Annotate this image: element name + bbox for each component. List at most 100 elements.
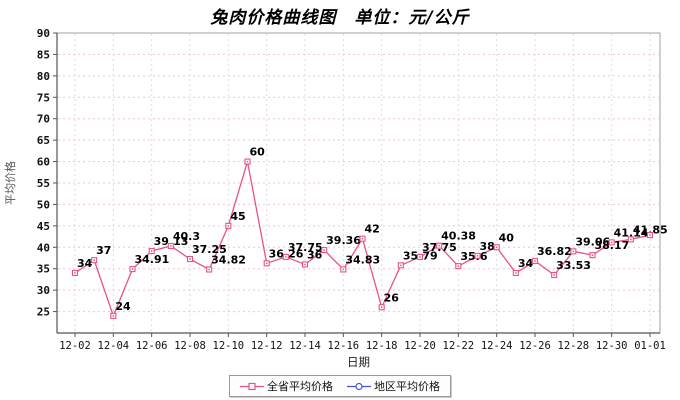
data-point-dot [323,249,325,251]
y-tick-label: 80 [37,70,50,83]
x-tick-label: 12-06 [136,340,168,352]
y-tick-label: 85 [37,48,50,61]
legend-label-region-avg: 地区平均价格 [374,380,440,393]
data-point-dot [131,268,134,270]
legend-label-province-avg: 全省平均价格 [267,380,333,393]
data-point-label: 40.3 [173,230,200,243]
legend-marker-square-icon [240,382,264,390]
data-point-dot [419,256,421,258]
x-tick-label: 12-04 [98,340,130,352]
x-tick-label: 12-22 [443,340,475,352]
data-point-dot [189,258,191,260]
x-tick-label: 12-12 [251,340,283,352]
data-point-dot [610,241,613,244]
data-point-label: 34 [518,257,534,270]
x-tick-label: 12-08 [174,340,206,352]
data-point-label: 41.85 [633,223,668,236]
data-point-dot [342,268,345,271]
chart-title: 兔肉价格曲线图 单位：元/公斤 [210,8,470,28]
data-point-label: 37.25 [192,243,227,256]
data-point-label: 24 [115,300,131,313]
data-point-label: 42 [365,223,380,236]
data-point-label: 45 [230,210,245,223]
legend-marker-circle-icon [347,382,371,390]
x-tick-label: 12-14 [289,340,321,352]
data-point-dot [495,246,498,249]
data-point-dot [285,256,287,258]
y-tick-label: 90 [37,27,50,40]
data-point-dot [361,237,364,240]
data-point-label: 38 [480,240,495,253]
y-axis-ticks: 25 30 35 40 45 50 55 60 65 70 75 80 85 90 [37,27,57,319]
data-point-label: 36.82 [537,245,572,258]
data-point-label: 37 [96,244,111,257]
data-point-dot [74,272,76,274]
y-axis-title: 平均价格 [3,161,17,205]
legend-item-province-avg: 全省平均价格 [240,378,333,394]
data-point-dot [380,306,383,309]
data-point-dot [572,250,575,253]
y-tick-label: 30 [37,284,50,297]
data-point-dot [534,260,536,262]
data-point-label: 34.83 [345,253,380,266]
y-tick-label: 70 [37,113,50,126]
data-point-label: 40.38 [441,230,476,243]
y-tick-label: 35 [37,263,50,276]
data-point-dot [515,272,517,274]
y-tick-label: 45 [37,220,50,233]
data-point-dot [150,250,153,252]
x-axis-ticks: 12-02 12-04 12-06 12-08 12-10 12-12 12-14 12-16… [59,333,666,352]
data-point-label: 39.06 [575,235,610,248]
data-point-label: 33.53 [556,259,591,272]
data-point-label: 37.75 [288,241,323,254]
data-point-label: 39.36 [326,234,361,247]
data-point-dot [476,255,479,257]
data-point-label: 34.82 [211,253,246,266]
legend: 全省平均价格 地区平均价格 [229,375,451,397]
x-tick-label: 12-02 [59,340,91,352]
data-point-dot [630,238,632,241]
x-tick-label: 12-18 [366,340,398,352]
data-point-label: 40 [499,231,515,244]
x-tick-label: 01-01 [634,340,666,352]
plot-area: 12-02 12-04 12-06 12-08 12-10 12-12 12-14 12-16… [3,27,668,369]
data-point-dot [457,265,460,267]
data-point-dot [649,234,651,236]
data-point-label: 26 [384,291,400,304]
y-tick-label: 25 [37,306,50,319]
data-point-dot [246,160,249,163]
data-point-dot [112,315,115,317]
data-point-label: 38.17 [595,239,630,252]
series-0: 34372434.9139.1340.337.2534.82456036.263… [71,146,668,319]
x-tick-label: 12-20 [404,340,436,352]
x-tick-label: 12-16 [328,340,360,352]
data-point-label: 34 [77,257,93,270]
x-tick-label: 12-26 [519,340,551,352]
horizontal-gridlines [58,53,659,313]
data-point-label: 41.14 [614,226,649,239]
y-tick-label: 40 [37,241,50,254]
data-point-label: 39.13 [154,235,189,248]
data-point-dot [170,245,172,247]
y-tick-label: 60 [37,156,50,169]
data-point-dot [553,274,555,276]
x-axis-title: 日期 [347,355,370,369]
legend-item-region-avg: 地区平均价格 [347,378,440,394]
data-point-dot [208,268,210,271]
data-point-dot [93,259,95,261]
x-tick-label: 12-24 [481,340,513,352]
y-tick-label: 50 [37,198,50,211]
y-tick-label: 75 [37,91,50,104]
data-point-dot [591,254,594,256]
x-tick-label: 12-28 [558,340,590,352]
data-point-dot [400,264,402,267]
data-point-dot [227,225,230,227]
data-point-dot [438,244,440,247]
data-point-label: 36.26 [269,247,304,260]
data-point-label: 34.91 [135,253,170,266]
data-point-label: 60 [250,146,266,159]
data-point-label: 36 [307,248,323,261]
x-tick-label: 12-10 [213,340,245,352]
data-point-label: 35.6 [460,250,487,263]
y-tick-label: 65 [37,134,50,147]
